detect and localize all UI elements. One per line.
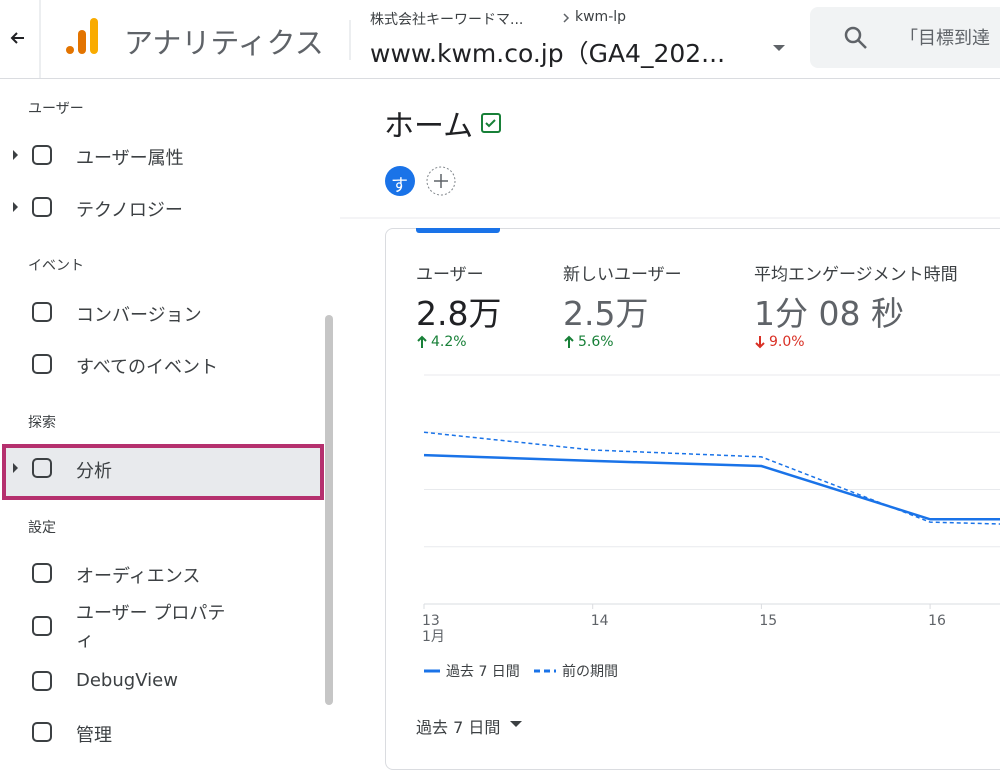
nav-icon <box>32 458 52 478</box>
logo <box>66 46 74 54</box>
nav-icon <box>32 354 52 374</box>
metric-value: 2.8万 <box>416 294 502 333</box>
expand-icon <box>13 463 18 473</box>
highlight <box>2 444 324 500</box>
search-text[interactable]: 「目標到達 <box>900 28 990 49</box>
chip[interactable] <box>385 166 415 196</box>
expand-icon <box>13 202 18 212</box>
chevron <box>563 13 570 23</box>
section-title: 探索 <box>28 415 56 431</box>
nav-icon <box>32 671 52 691</box>
series-line <box>423 453 1000 521</box>
page-title: ホーム <box>384 109 474 144</box>
dropdown-icon[interactable] <box>508 718 524 730</box>
trend-icon <box>417 335 427 348</box>
metric-value: 2.5万 <box>563 294 649 333</box>
stream[interactable]: www.kwm.co.jp（GA4_202... <box>370 39 726 68</box>
nav-item[interactable]: テクノロジー <box>76 200 183 221</box>
nav-item[interactable]: 分析 <box>76 461 112 482</box>
card-tab <box>416 228 500 233</box>
nav-item[interactable]: 管理 <box>76 725 112 746</box>
metric-label: 平均エンゲージメント時間 <box>754 265 958 285</box>
section-title: ユーザー <box>28 101 84 117</box>
nav-icon <box>32 563 52 583</box>
section-title: イベント <box>28 258 84 274</box>
verified-icon <box>485 119 496 128</box>
nav-item[interactable]: DebugView <box>76 670 178 691</box>
nav-item[interactable]: ユーザー プロパティ <box>76 603 226 651</box>
logo <box>90 18 98 54</box>
metric-value: 1分 08 秒 <box>754 294 904 333</box>
add-chip[interactable] <box>426 166 456 196</box>
metric-change: 5.6% <box>578 334 614 350</box>
nav-item[interactable]: コンバージョン <box>76 305 202 326</box>
expand-icon <box>13 150 18 160</box>
metric-label: 新しいユーザー <box>563 265 682 285</box>
section-title: 設定 <box>28 520 56 536</box>
sidebar-icons <box>13 145 52 742</box>
trend-icon <box>755 336 765 349</box>
series-line <box>423 431 1000 525</box>
x-tick-label: 15 <box>759 613 777 629</box>
property[interactable]: kwm-lp <box>575 9 627 25</box>
dropdown-icon[interactable] <box>773 45 785 51</box>
legend-label: 過去 7 日間 <box>446 664 520 680</box>
x-tick-label: 16 <box>928 613 946 629</box>
chip-text: す <box>391 176 408 196</box>
topbar-icons <box>10 0 1000 78</box>
metric-label: ユーザー <box>416 265 484 285</box>
nav-item[interactable]: ユーザー属性 <box>76 148 184 169</box>
legend-label: 前の期間 <box>562 663 618 680</box>
logo <box>78 30 86 54</box>
search-box[interactable] <box>810 7 1000 68</box>
nav-item[interactable]: すべてのイベント <box>76 357 219 378</box>
x-tick-label: 14 <box>591 613 609 629</box>
scrollbar[interactable] <box>325 315 333 705</box>
trend-icon <box>564 335 574 348</box>
x-tick-label: 13 <box>422 613 440 629</box>
verified-icon <box>481 113 501 133</box>
date-range[interactable]: 過去 7 日間 <box>416 718 501 737</box>
nav-icon <box>32 616 52 636</box>
nav-icon <box>32 722 52 742</box>
nav-icon <box>32 302 52 322</box>
nav-icon <box>32 145 52 165</box>
nav-item[interactable]: オーディエンス <box>76 566 201 587</box>
metric-change: 9.0% <box>769 334 805 350</box>
metric-change: 4.2% <box>431 334 467 350</box>
add-chip <box>434 174 448 188</box>
month-label: 1月 <box>422 629 445 645</box>
search-icon <box>857 39 867 49</box>
account[interactable]: 株式会社キーワードマ... <box>370 12 524 28</box>
nav-icon <box>32 197 52 217</box>
back-icon[interactable] <box>10 32 24 44</box>
app-name: アナリティクス <box>124 26 324 60</box>
search-icon <box>844 26 862 44</box>
main-icons <box>340 113 1000 219</box>
